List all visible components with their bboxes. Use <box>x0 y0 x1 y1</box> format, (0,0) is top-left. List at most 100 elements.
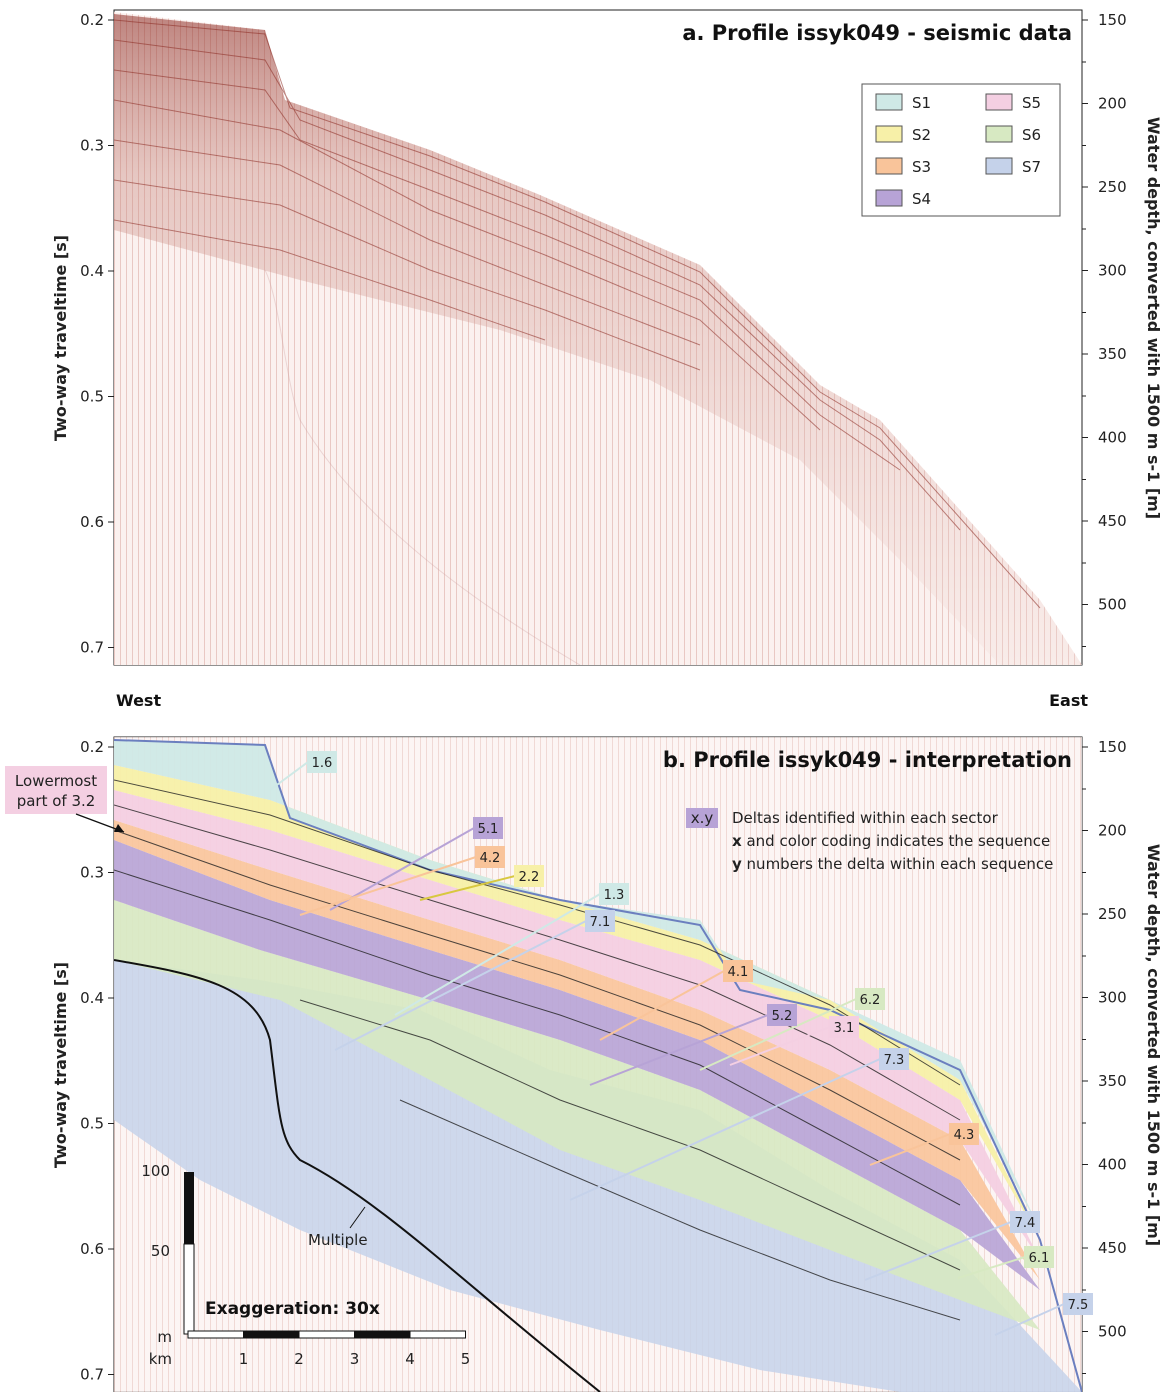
delta-label-box <box>1024 1246 1054 1268</box>
delta-label-box <box>514 865 544 887</box>
panel-a-left-axis-label: Two-way traveltime [s] <box>51 235 70 441</box>
legend-swatch-s6 <box>985 125 1013 143</box>
delta-label-box <box>1010 1211 1040 1233</box>
right-tick-label: 200 <box>1098 822 1127 840</box>
vscale-upper <box>184 1172 194 1244</box>
delta-label-7-5: 7.5 <box>1068 1298 1089 1313</box>
delta-leader <box>419 875 516 901</box>
delta-labels: 1.6 5.1 4.2 2.2 1.3 7.1 4.1 6.2 5.2 3.1 7.3 4.3 7.4 6… <box>269 751 1093 1336</box>
delta-label-4-3: 4.3 <box>954 1128 975 1143</box>
legend-line2: x and color coding indicates the sequenc… <box>732 832 1050 850</box>
hscale-segment <box>187 1330 244 1339</box>
delta-label-box <box>949 1123 979 1145</box>
panel-b-left-axis: 0.2 0.3 0.4 0.5 0.6 0.7 <box>80 738 114 1384</box>
panel-a-left-axis: 0.2 0.3 0.4 0.5 0.6 0.7 <box>80 11 114 657</box>
delta-label-1-3: 1.3 <box>604 888 625 903</box>
delta-leader <box>699 998 857 1071</box>
legend-label-s7: S7 <box>1022 158 1041 176</box>
hscale-tick: 3 <box>350 1350 360 1368</box>
east-label: East <box>1049 691 1088 710</box>
seq-s2 <box>114 765 1040 1240</box>
right-tick-label: 400 <box>1098 429 1127 447</box>
delta-label-1-6: 1.6 <box>312 756 333 771</box>
multiple-pointer <box>349 1206 366 1229</box>
seq-s5 <box>114 790 1040 1260</box>
delta-leader <box>864 1221 1012 1281</box>
multiple-label: Multiple <box>308 1231 368 1249</box>
vscale-unit: m <box>157 1328 172 1346</box>
legend-label-s6: S6 <box>1022 126 1041 144</box>
legend-swatch-s7 <box>985 157 1013 175</box>
delta-leader <box>269 761 309 791</box>
delta-label-box <box>767 1004 797 1026</box>
delta-leader <box>957 1256 1026 1279</box>
seq-s6 <box>114 900 1040 1330</box>
delta-label-box <box>307 751 337 773</box>
legend-swatch <box>686 808 718 828</box>
legend-label-s2: S2 <box>912 126 931 144</box>
left-tick-label: 0.4 <box>80 989 104 1007</box>
panel-b-left-axis-label: Two-way traveltime [s] <box>51 962 70 1168</box>
seq-s3 <box>114 820 1040 1280</box>
delta-label-box <box>473 817 503 839</box>
hscale-segment <box>298 1330 355 1339</box>
delta-label-2-2: 2.2 <box>519 870 540 885</box>
legend-swatch-s3 <box>875 157 903 175</box>
hscale-segment <box>354 1330 411 1339</box>
hscale-tick: 2 <box>294 1350 304 1368</box>
delta-leader <box>599 970 725 1041</box>
left-tick-label: 0.7 <box>80 639 104 657</box>
delta-label-4-1: 4.1 <box>728 965 749 980</box>
right-tick-label: 150 <box>1098 738 1127 756</box>
delta-leader <box>299 856 477 916</box>
seq-s4 <box>114 840 1040 1290</box>
interpretation-image-b <box>114 737 1082 1392</box>
panel-b-right-axis: 150 200 250 300 350 400 450 500 <box>1082 738 1127 1374</box>
panel-a-right-axis-label: Water depth, converted with 1500 m s-1 [… <box>1144 117 1163 519</box>
legend-swatch-s1 <box>875 93 903 111</box>
left-tick-label: 0.6 <box>80 1240 104 1258</box>
panel-b-title: b. Profile issyk049 - interpretation <box>663 748 1072 772</box>
multiple-line <box>114 959 601 1392</box>
right-tick-label: 250 <box>1098 178 1127 196</box>
delta-leader <box>994 1303 1065 1336</box>
right-tick-label: 200 <box>1098 95 1127 113</box>
right-tick-label: 500 <box>1098 596 1127 614</box>
hscale-segment <box>243 1330 300 1339</box>
right-tick-label: 500 <box>1098 1323 1127 1341</box>
hscale-tick: 5 <box>461 1350 471 1368</box>
legend-label-s4: S4 <box>912 190 931 208</box>
legend-swatch-text: x.y <box>691 809 714 827</box>
vscale-tick-50: 50 <box>151 1242 170 1260</box>
panel-a-right-axis: 150 200 250 300 350 400 450 500 <box>1082 11 1127 647</box>
legend-swatch-s5 <box>985 93 1013 111</box>
scale-bars: 100 50 m km Exaggeration: 30x 1 2 3 4 5 <box>141 1162 470 1368</box>
hscale-unit: km <box>149 1350 172 1368</box>
left-tick-label: 0.3 <box>80 137 104 155</box>
left-tick-label: 0.7 <box>80 1366 104 1384</box>
hscale-tick: 1 <box>239 1350 249 1368</box>
delta-label-5-1: 5.1 <box>478 822 499 837</box>
delta-label-7-3: 7.3 <box>884 1053 905 1068</box>
left-tick-label: 0.5 <box>80 388 104 406</box>
delta-label-7-4: 7.4 <box>1015 1216 1036 1231</box>
west-label: West <box>116 691 161 710</box>
callout-line1: Lowermost <box>15 772 97 790</box>
delta-label-box <box>723 960 753 982</box>
delta-label-6-1: 6.1 <box>1029 1251 1050 1266</box>
delta-label-box <box>475 846 505 868</box>
delta-label-5-2: 5.2 <box>772 1009 793 1024</box>
left-tick-label: 0.4 <box>80 262 104 280</box>
delta-label-box <box>829 1016 859 1038</box>
delta-leader <box>394 893 601 1016</box>
delta-label-box <box>855 988 885 1010</box>
hscale-tick: 4 <box>405 1350 415 1368</box>
left-tick-label: 0.2 <box>80 738 104 756</box>
callout-line2: part of 3.2 <box>17 792 96 810</box>
delta-label-box <box>1063 1293 1093 1315</box>
delta-label-3-1: 3.1 <box>834 1021 855 1036</box>
right-tick-label: 450 <box>1098 512 1127 530</box>
panel-a-legend: S1 S2 S3 S4 S5 S6 S7 <box>861 83 1061 217</box>
legend-line1: Deltas identified within each sector <box>732 809 999 827</box>
